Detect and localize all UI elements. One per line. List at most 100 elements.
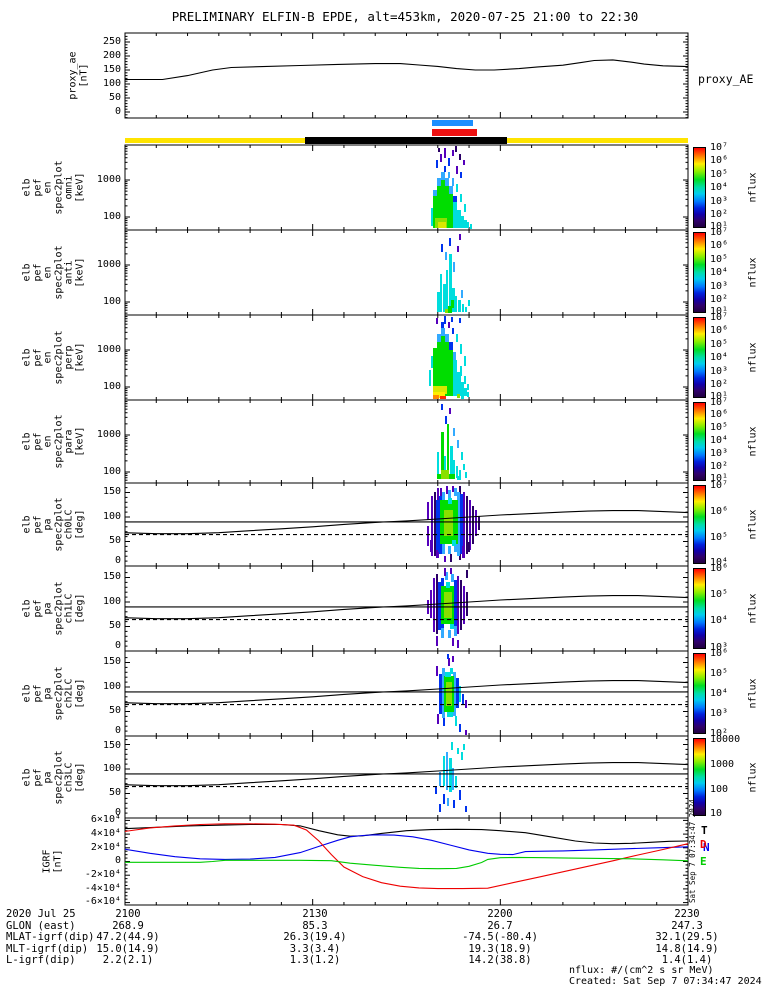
en-spec-perp-spectrogram-cell [437, 334, 441, 342]
pa-spec-ch0LC-spectrogram-cell [446, 486, 448, 494]
en-spec-omni-spectrogram-cell [449, 194, 453, 228]
pa-spec-ch3LC-colorbar-label: 10000 [710, 734, 741, 745]
en-spec-anti-colorbar-unit: nflux [747, 257, 759, 288]
en-spec-omni-spectrogram-cell [455, 146, 457, 152]
pa-spec-ch1LC-spectrogram-cell [450, 624, 454, 629]
pa-spec-ch0LC-spectrogram-cell [436, 550, 438, 558]
pa-spec-ch0LC-spectrogram-cell [466, 496, 468, 554]
axis-row-value-4-1: 1.3(1.2) [289, 954, 341, 966]
en-spec-omni-ytick-label: 1000 [96, 174, 121, 185]
pa-spec-ch3LC-spectrogram-cell [446, 752, 448, 790]
en-spec-omni-spectrogram-cell [456, 184, 458, 192]
axis-row-label-0: 2020 Jul 25 [6, 908, 76, 920]
pa-spec-ch2LC-spectrogram-cell [439, 674, 442, 714]
igrf-axis-label-wrap: IGRF [nT] [40, 818, 66, 905]
en-spec-para-ytick-label: 100 [102, 466, 121, 477]
en-spec-para-spectrogram-cell [456, 466, 458, 478]
en-spec-anti-ytick-label: 100 [102, 296, 121, 307]
axis-row-label-1: GLON (east) [6, 919, 76, 932]
en-spec-perp-spectrogram-cell [456, 334, 458, 342]
en-spec-anti-spectrogram-cell [449, 254, 452, 312]
pa-spec-ch0LC-spectrogram-cell [442, 492, 445, 502]
pa-spec-ch0LC-spectrogram-cell [468, 542, 470, 552]
en-spec-perp-ytick-label: 1000 [96, 344, 121, 355]
en-spec-para-spectrogram-cell [441, 470, 449, 479]
axis-row-value-1-0: 268.9 [112, 919, 144, 932]
axis-row-value-4-3: 1.4(1.4) [661, 954, 713, 966]
pa-spec-ch1LC-spectrogram-cell [448, 630, 451, 638]
en-spec-perp-spectrogram-cell [445, 334, 449, 342]
en-spec-perp-colorbar-label: 10¹ [710, 391, 729, 402]
en-spec-omni-spectrogram-cell [452, 150, 454, 156]
en-spec-para-spectrogram-cell [445, 416, 447, 424]
proxy-ae-frame [124, 32, 689, 119]
pa-spec-ch2LC-spectrogram-cell [447, 712, 453, 717]
en-spec-omni-spectrogram-cell [456, 166, 458, 174]
pa-spec-ch2LC-spectrogram-cell [443, 718, 445, 726]
pa-spec-ch3LC-spectrogram-cell [443, 794, 445, 804]
en-spec-omni-spectrogram-cell [433, 190, 437, 196]
pa-spec-ch3LC-ytick-label: 50 [108, 787, 121, 798]
pa-spec-ch1LC-spectrogram-cell [466, 570, 468, 578]
en-spec-anti-spectrogram-cell [445, 309, 448, 313]
axis-row-value-2-0: 47.2(44.9) [96, 931, 160, 943]
en-spec-anti-colorbar-unit-wrap: nflux [746, 230, 760, 315]
en-spec-omni-spectrogram-cell [463, 160, 465, 165]
en-spec-perp-spectrogram-cell [464, 388, 467, 396]
pa-spec-ch2LC-spectrogram-cell [436, 666, 438, 676]
pa-spec-ch2LC-spectrogram-cell [453, 672, 456, 716]
pa-spec-ch3LC-spectrogram-cell [439, 772, 441, 786]
pa-spec-ch0LC-spectrogram-cell [444, 556, 446, 562]
en-spec-perp-spectrogram-cell [436, 318, 438, 324]
pa-spec-ch3LC-spectrogram-cell [453, 800, 455, 808]
proxy-ae-series-proxy_AE [125, 59, 689, 81]
pa-spec-ch0LC-spectrogram-cell [469, 500, 471, 550]
pa-spec-ch2LC-spectrogram-cell [459, 686, 461, 702]
en-spec-para-colorbar-label: 10⁵ [710, 422, 729, 433]
axis-row-value-4-0: 2.2(2.1) [102, 954, 154, 966]
igrf-series-D [124, 823, 689, 890]
axis-row-value-0-1: 2130 [302, 908, 328, 920]
axis-row-value-0-2: 2200 [487, 908, 513, 920]
en-spec-perp-spectrogram-cell [448, 322, 450, 328]
en-spec-perp-colorbar-label: 10⁵ [710, 339, 729, 350]
en-spec-para-colorbar [693, 402, 706, 481]
en-spec-anti-spectrogram-cell [453, 262, 455, 272]
pa-spec-ch0LC-ytick-label: 100 [102, 511, 121, 522]
en-spec-para-colorbar-label: 10² [710, 461, 729, 472]
pa-spec-ch1LC-spectrogram-cell [454, 580, 457, 632]
proxy-ae-series-label: proxy_AE [698, 72, 754, 86]
en-spec-anti-axis-label: elb pef en spec2plot anti [keV] [21, 245, 86, 300]
en-spec-para-spectrogram-cell [449, 408, 451, 414]
en-spec-perp-spectrogram-cell [445, 342, 449, 396]
en-spec-omni-spectrogram-cell [445, 186, 449, 228]
en-spec-perp-spectrogram-cell [464, 376, 466, 384]
en-spec-omni-spectrogram-cell [464, 204, 466, 212]
pa-spec-ch1LC-spectrogram-cell [454, 626, 457, 636]
en-spec-perp-colorbar-label: 10³ [710, 366, 729, 377]
en-spec-omni-colorbar-label: 10⁴ [710, 182, 729, 193]
en-spec-anti-spectrogram-cell [448, 306, 452, 313]
en-spec-perp-spectrogram-cell [444, 316, 446, 324]
en-spec-anti-colorbar-label: 10⁴ [710, 267, 729, 278]
en-spec-perp-spectrogram-cell [441, 336, 445, 396]
pa-spec-ch2LC-spectrogram-cell [437, 714, 439, 724]
en-spec-para-spectrogram-cell [441, 432, 444, 478]
en-spec-perp-spectrogram-cell [460, 366, 462, 376]
pa-spec-ch0LC-losscone-curve [124, 510, 689, 535]
axis-row-value-3-3: 14.8(14.9) [655, 942, 719, 955]
en-spec-anti-spectrogram-cell [441, 244, 443, 252]
en-spec-para-spectrogram-cell [437, 452, 439, 478]
en-spec-para-colorbar-label: 10¹ [710, 473, 729, 484]
en-spec-para-spectrogram-cell [457, 476, 461, 480]
en-spec-omni-colorbar-label: 10⁶ [710, 155, 729, 166]
en-spec-omni-spectrogram-cell [444, 166, 446, 172]
en-spec-omni-spectrogram-cell [444, 148, 446, 158]
pa-spec-ch3LC-colorbar [693, 738, 706, 816]
en-spec-omni-colorbar-label: 10⁵ [710, 169, 729, 180]
pa-spec-ch3LC-spectrogram-cell [457, 748, 459, 754]
igrf-letter-T: T [701, 824, 708, 837]
en-spec-omni-spectrogram-cell [441, 180, 445, 228]
pa-spec-ch3LC-colorbar-unit-wrap: nflux [746, 736, 760, 818]
axis-row-value-2-1: 26.3(19.4) [283, 931, 347, 943]
